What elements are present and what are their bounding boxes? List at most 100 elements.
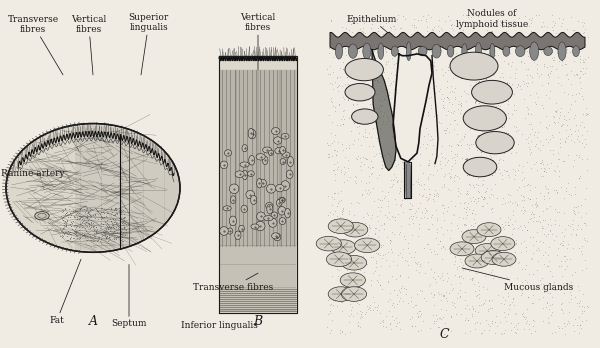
Point — [570, 316, 580, 322]
Point — [413, 329, 422, 334]
Point — [551, 38, 560, 44]
Point — [442, 278, 452, 284]
Point — [367, 65, 376, 70]
Point — [106, 218, 116, 224]
Point — [386, 238, 395, 244]
Point — [508, 111, 517, 117]
Point — [483, 116, 493, 121]
Point — [432, 112, 442, 117]
Point — [110, 228, 119, 234]
Point — [341, 249, 350, 255]
Point — [482, 148, 492, 153]
Point — [474, 139, 484, 145]
Point — [329, 147, 339, 152]
Point — [373, 303, 383, 308]
Point — [380, 251, 390, 256]
Point — [345, 174, 355, 180]
Point — [414, 225, 424, 230]
Point — [328, 273, 337, 279]
Point — [88, 224, 98, 229]
Point — [370, 105, 379, 111]
Point — [488, 72, 498, 78]
Point — [365, 305, 374, 310]
Point — [407, 202, 417, 207]
Point — [427, 14, 436, 19]
Point — [373, 235, 383, 240]
Point — [422, 145, 431, 150]
Point — [372, 277, 382, 283]
Point — [554, 129, 564, 134]
Point — [323, 261, 333, 267]
Point — [341, 265, 350, 270]
Point — [577, 248, 586, 254]
Point — [563, 152, 573, 158]
Point — [500, 222, 510, 228]
Point — [509, 91, 519, 97]
Point — [88, 221, 97, 226]
Point — [547, 294, 556, 300]
Point — [365, 236, 375, 241]
Point — [339, 36, 349, 41]
Point — [361, 113, 370, 119]
Point — [475, 320, 485, 326]
Point — [322, 246, 332, 252]
Point — [99, 232, 109, 238]
Point — [458, 267, 467, 272]
Point — [491, 91, 501, 96]
Point — [564, 117, 574, 122]
Point — [62, 217, 71, 223]
Point — [539, 252, 548, 258]
Point — [478, 68, 487, 73]
Text: A: A — [89, 315, 97, 329]
Point — [377, 244, 386, 250]
Point — [575, 322, 584, 327]
Point — [499, 135, 509, 141]
Point — [484, 51, 493, 56]
Point — [401, 170, 411, 175]
Point — [353, 322, 362, 327]
Point — [334, 263, 344, 269]
Point — [460, 205, 469, 211]
Point — [456, 69, 466, 75]
Point — [392, 116, 402, 121]
Ellipse shape — [558, 42, 566, 60]
Point — [397, 107, 407, 112]
Point — [440, 172, 450, 177]
Ellipse shape — [263, 147, 272, 153]
Point — [436, 224, 446, 230]
Point — [446, 83, 456, 89]
Point — [490, 33, 500, 39]
Point — [409, 214, 418, 219]
Text: Inferior lingualis: Inferior lingualis — [181, 321, 257, 330]
Point — [446, 329, 455, 334]
Ellipse shape — [281, 133, 289, 139]
Point — [436, 35, 446, 40]
Point — [497, 133, 507, 139]
Point — [514, 225, 523, 231]
Point — [384, 29, 394, 34]
Point — [358, 82, 368, 88]
Point — [429, 59, 439, 64]
Point — [344, 88, 354, 93]
Point — [116, 229, 126, 235]
Point — [404, 206, 414, 212]
Point — [440, 163, 449, 168]
Point — [442, 32, 452, 38]
Point — [472, 148, 481, 153]
Point — [472, 157, 481, 163]
Point — [550, 285, 560, 291]
Point — [504, 80, 514, 86]
Point — [445, 170, 454, 176]
Point — [484, 11, 494, 17]
Point — [395, 229, 405, 235]
Point — [490, 47, 499, 53]
Point — [400, 173, 410, 179]
Point — [490, 272, 499, 278]
Point — [470, 198, 479, 204]
Point — [432, 217, 442, 223]
Point — [65, 221, 74, 227]
Point — [338, 66, 348, 71]
Point — [487, 318, 497, 324]
Point — [106, 206, 116, 212]
Point — [104, 234, 114, 239]
